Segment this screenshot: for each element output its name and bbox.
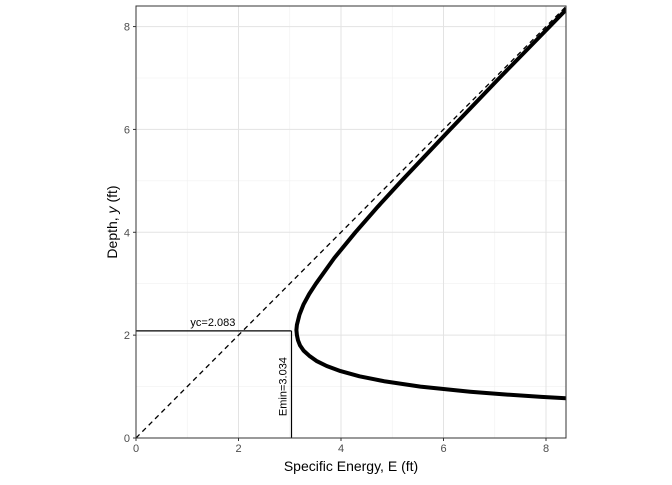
y-tick-label: 0 — [124, 433, 130, 445]
plot-marks — [136, 6, 566, 438]
x-tick-label: 0 — [133, 443, 139, 455]
y-tick-label: 4 — [124, 227, 130, 239]
specific-energy-curve — [294, 6, 566, 401]
yc-label: yc=2.083 — [190, 317, 235, 329]
x-tick-label: 6 — [440, 443, 446, 455]
axis-ticks: 0 2 4 6 8 0 2 4 6 8 — [124, 22, 549, 455]
y-tick-label: 8 — [124, 22, 130, 34]
y-axis-title: Depth, y (ft) — [104, 185, 120, 258]
emin-label: Emin=3.034 — [277, 357, 289, 416]
x-axis-title: Specific Energy, E (ft) — [284, 458, 418, 474]
x-tick-label: 2 — [235, 443, 241, 455]
panel-border — [135, 5, 567, 439]
x-tick-label: 8 — [543, 443, 549, 455]
y-tick-label: 2 — [124, 330, 130, 342]
x-tick-label: 4 — [338, 443, 344, 455]
y-tick-label: 6 — [124, 124, 130, 136]
y-equals-e-line — [136, 6, 566, 438]
